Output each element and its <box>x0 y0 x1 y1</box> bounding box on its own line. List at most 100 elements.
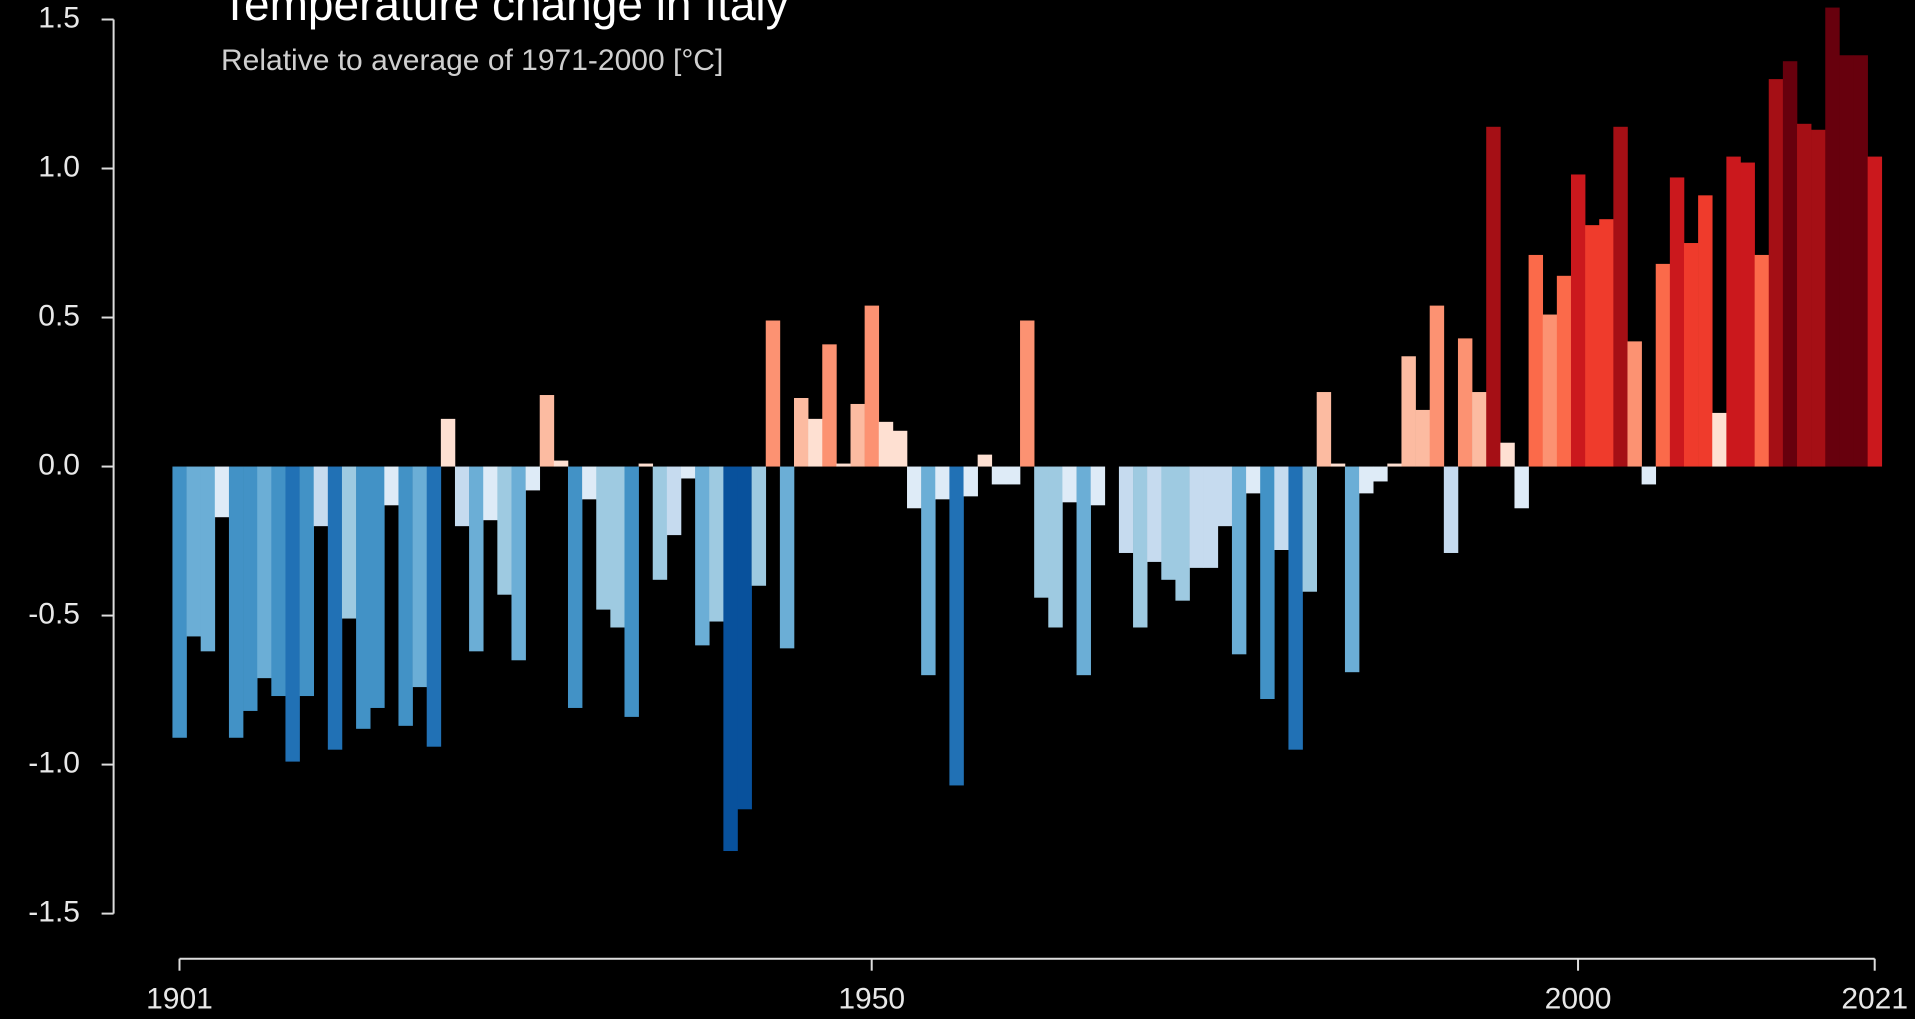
bar <box>469 466 484 652</box>
bar <box>1811 129 1826 467</box>
bar <box>1443 466 1459 553</box>
bar <box>398 466 413 726</box>
bar <box>384 466 399 506</box>
bar <box>963 466 978 497</box>
bar <box>1062 466 1077 503</box>
bar <box>285 466 300 762</box>
bar <box>977 454 993 467</box>
bar <box>1330 463 1346 467</box>
y-tick-label: -0.5 <box>28 597 80 630</box>
bar <box>1344 466 1360 673</box>
bar <box>751 466 767 586</box>
bar <box>454 466 470 527</box>
bar <box>1118 466 1134 553</box>
bar <box>1825 7 1840 467</box>
bar <box>511 466 526 661</box>
bar <box>921 466 936 676</box>
bar <box>638 463 654 467</box>
bar <box>1585 225 1600 467</box>
bar <box>1373 466 1388 482</box>
bar <box>1867 156 1883 467</box>
x-tick-label: 1901 <box>146 983 213 1016</box>
bar <box>539 395 555 467</box>
bar <box>709 466 724 622</box>
y-tick-label: -1.0 <box>28 747 80 780</box>
bar <box>1528 254 1544 467</box>
bar <box>991 466 1007 485</box>
bar <box>483 466 498 521</box>
bar <box>1768 79 1784 467</box>
bar <box>666 466 682 536</box>
bar <box>935 466 950 500</box>
bar <box>1147 466 1162 562</box>
bar <box>1133 466 1148 628</box>
bar <box>1599 219 1614 467</box>
bar <box>1387 463 1402 467</box>
bar <box>808 418 823 467</box>
bar <box>1020 320 1035 467</box>
bar <box>497 466 512 595</box>
bar <box>723 466 738 852</box>
bar <box>1698 195 1713 467</box>
x-tick-label: 1950 <box>838 983 905 1016</box>
bar <box>553 460 569 467</box>
bar <box>567 466 583 708</box>
bar <box>1217 466 1233 527</box>
bar <box>243 466 258 711</box>
bar <box>228 466 244 738</box>
bar <box>1853 55 1868 467</box>
bar <box>1246 466 1261 494</box>
bar <box>412 466 428 688</box>
x-tick-label: 2000 <box>1545 983 1612 1016</box>
bar <box>356 466 371 729</box>
bar <box>1726 156 1741 467</box>
bar <box>949 466 964 786</box>
bar <box>1161 466 1176 580</box>
bar <box>1231 466 1247 655</box>
bar <box>1359 466 1374 494</box>
bar <box>1556 275 1572 467</box>
bar <box>1034 466 1049 598</box>
x-tick-label: 2021 <box>1841 983 1908 1016</box>
bar <box>695 466 710 646</box>
bar <box>1316 392 1332 467</box>
bar <box>1005 466 1021 485</box>
bar <box>822 344 837 467</box>
bar <box>1048 466 1063 628</box>
bar <box>864 305 880 467</box>
y-tick-label: 1.0 <box>38 150 80 183</box>
bar <box>341 466 357 619</box>
bar <box>596 466 611 610</box>
bar <box>582 466 597 500</box>
bar <box>172 466 187 738</box>
bar <box>327 466 343 750</box>
bar <box>440 418 456 467</box>
bar <box>525 466 541 491</box>
bar <box>1429 305 1445 467</box>
bar <box>1486 126 1501 467</box>
bar <box>1797 123 1812 467</box>
bar <box>1839 55 1854 467</box>
chart-subtitle: Relative to average of 1971-2000 [°C] <box>221 44 723 77</box>
bar <box>1542 314 1558 467</box>
y-tick-label: 0.5 <box>38 299 80 332</box>
bar <box>765 320 781 467</box>
bar <box>1613 126 1628 467</box>
bar <box>1500 442 1515 467</box>
bar <box>1260 466 1275 700</box>
bar <box>794 398 809 467</box>
y-tick-label: 1.5 <box>38 1 80 34</box>
bar <box>426 466 442 747</box>
bar <box>214 466 230 518</box>
bar <box>1712 412 1727 467</box>
bar <box>1175 466 1190 601</box>
bar <box>1288 466 1303 750</box>
bar <box>836 463 851 467</box>
bar <box>610 466 625 628</box>
bar <box>271 466 286 697</box>
bar <box>186 466 201 637</box>
bar <box>1570 174 1586 467</box>
bar <box>1655 263 1671 467</box>
chart-title: Temperature change in Italy <box>221 0 789 30</box>
bar <box>370 466 385 708</box>
